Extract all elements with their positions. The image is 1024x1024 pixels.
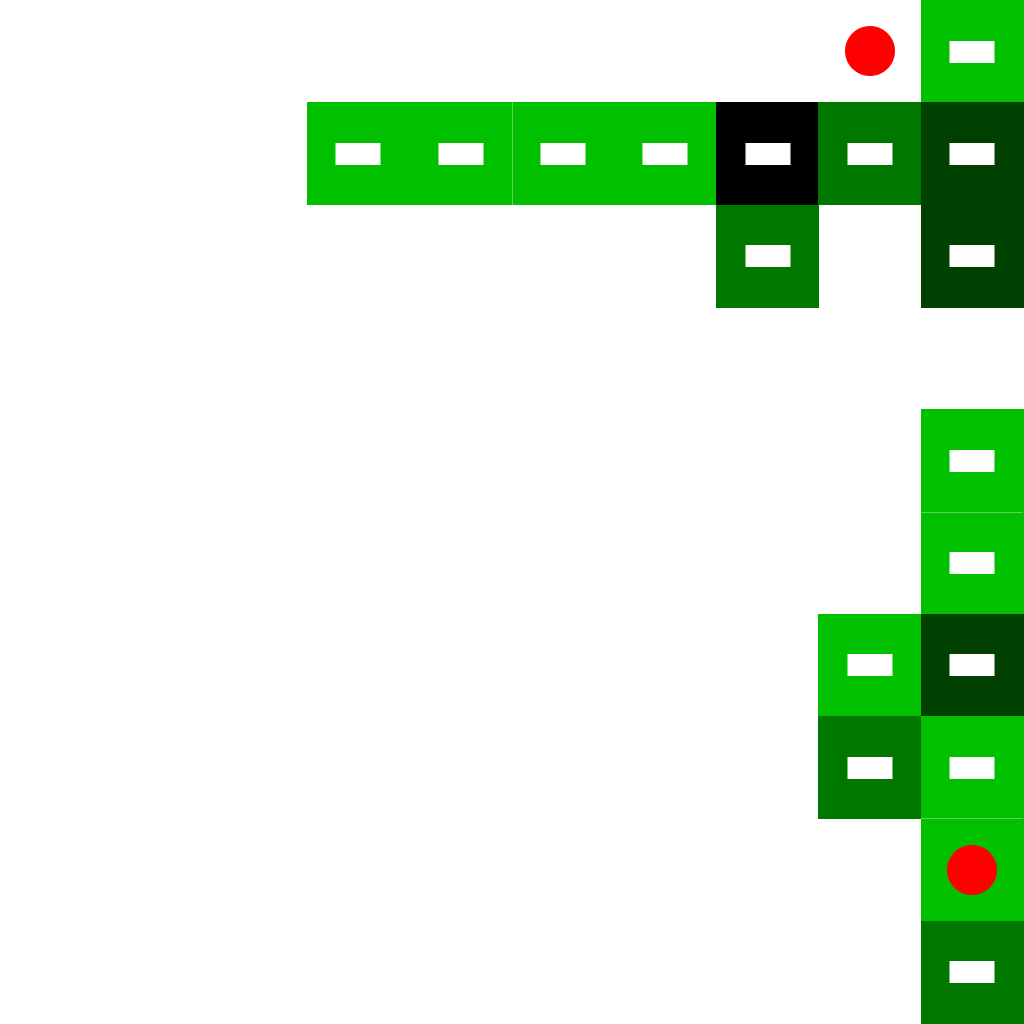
tile-slot [745, 142, 791, 165]
tile-slot [642, 142, 688, 165]
board-tile[interactable] [409, 102, 513, 206]
board-tile[interactable] [920, 102, 1024, 206]
board-tile[interactable] [920, 613, 1024, 717]
tile-slot [949, 961, 995, 984]
board-tile[interactable] [920, 0, 1024, 103]
tile-seam [511, 102, 513, 205]
board-tile[interactable] [818, 102, 922, 206]
tile-slot [745, 245, 791, 268]
board-tile[interactable] [716, 102, 820, 206]
board-tile[interactable] [920, 511, 1024, 615]
tile-slot [335, 142, 381, 165]
board-tile[interactable] [613, 102, 717, 206]
tile-slot [949, 40, 995, 63]
board-tile[interactable] [920, 716, 1024, 820]
tile-seam [920, 511, 1023, 513]
board-tile[interactable] [920, 409, 1024, 513]
red-dot-marker[interactable] [844, 26, 895, 77]
board-tile[interactable] [716, 204, 820, 308]
tile-slot [949, 245, 995, 268]
tile-slot [949, 552, 995, 574]
tile-slot [540, 142, 586, 165]
red-dot-marker[interactable] [946, 844, 997, 895]
tile-slot [438, 142, 484, 165]
board-tile[interactable] [818, 613, 922, 717]
tile-slot [949, 654, 995, 677]
board-tile[interactable] [920, 920, 1024, 1024]
tile-slot [949, 449, 995, 472]
board-tile[interactable] [818, 716, 922, 820]
tile-seam [920, 818, 1023, 820]
tile-slot [847, 654, 893, 677]
board-tile[interactable] [920, 204, 1024, 308]
tile-slot [949, 756, 995, 779]
tile-slot [949, 142, 995, 165]
tile-slot [847, 142, 893, 165]
board-tile[interactable] [306, 102, 410, 206]
board-tile[interactable] [511, 102, 615, 206]
tile-slot [847, 756, 893, 779]
